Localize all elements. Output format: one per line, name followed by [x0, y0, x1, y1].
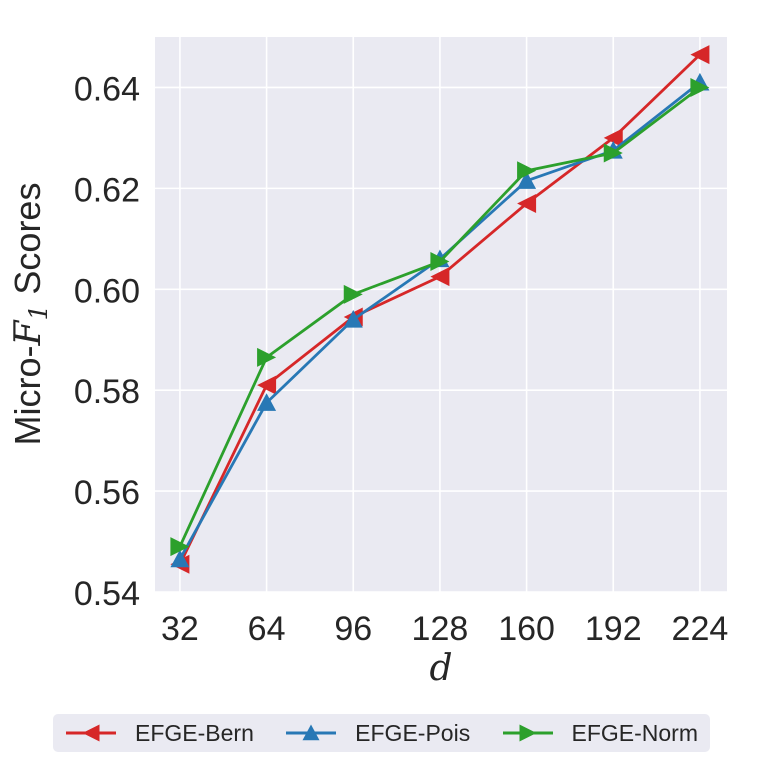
- legend-item-efge-bern: EFGE-Bern: [65, 720, 254, 747]
- data-point-marker-efge-pois: [517, 171, 537, 189]
- legend-label: EFGE-Norm: [571, 719, 699, 746]
- data-point-marker-efge-norm: [430, 252, 450, 272]
- data-point-marker-efge-bern: [517, 194, 537, 213]
- y-tick-label: 0.56: [74, 474, 140, 512]
- data-point-marker-efge-norm: [343, 284, 363, 304]
- legend-item-efge-norm: EFGE-Norm: [502, 719, 699, 747]
- data-point-marker-efge-norm: [170, 537, 190, 557]
- data-point-marker-efge-norm: [603, 143, 623, 163]
- legend-label: EFGE-Pois: [355, 719, 471, 746]
- plot-canvas: 32 64 96 128 160 192 224 0.54 0.56 0.58 0.60 0.62 0.…: [7, 37, 729, 689]
- legend-label: EFGE-Bern: [135, 719, 254, 746]
- y-tick-label: 0.62: [74, 171, 140, 209]
- y-tick-label: 0.54: [74, 575, 140, 613]
- y-tick-label: 0.58: [74, 373, 140, 411]
- data-point-marker-efge-bern: [257, 375, 277, 395]
- x-tick-label: 32: [161, 610, 199, 648]
- data-point-marker-efge-bern: [430, 267, 450, 287]
- data-point-marker-efge-pois: [343, 310, 363, 328]
- legend-marker-triangle-right-icon: [502, 724, 553, 742]
- data-point-marker-efge-pois: [257, 393, 277, 411]
- data-point-marker-efge-pois: [170, 549, 190, 568]
- legend-marker-triangle-left-icon: [66, 724, 116, 742]
- x-tick-label: 192: [585, 610, 642, 648]
- y-tick-label: 0.64: [74, 70, 140, 108]
- y-axis-label: Micro-F1 Scores: [7, 183, 53, 446]
- plot-background: [155, 37, 727, 592]
- x-tick-label: 96: [334, 610, 372, 648]
- data-point-marker-efge-bern: [690, 45, 710, 65]
- data-point-marker-efge-norm: [517, 161, 537, 181]
- data-point-marker-efge-norm: [257, 347, 277, 367]
- data-point-marker-efge-norm: [690, 77, 710, 97]
- x-tick-label: 64: [248, 610, 286, 648]
- y-tick-label: 0.60: [74, 272, 140, 310]
- x-tick-label: 224: [672, 610, 729, 648]
- x-tick-label: 160: [498, 610, 555, 648]
- x-axis-label: d: [429, 648, 452, 689]
- legend-marker-triangle-up-icon: [286, 724, 337, 741]
- x-tick-label: 128: [412, 610, 469, 648]
- data-point-marker-efge-bern: [603, 128, 623, 148]
- legend-item-efge-pois: EFGE-Pois: [285, 720, 470, 747]
- legend: EFGE-Bern EFGE-Pois EFGE-Norm: [53, 714, 710, 752]
